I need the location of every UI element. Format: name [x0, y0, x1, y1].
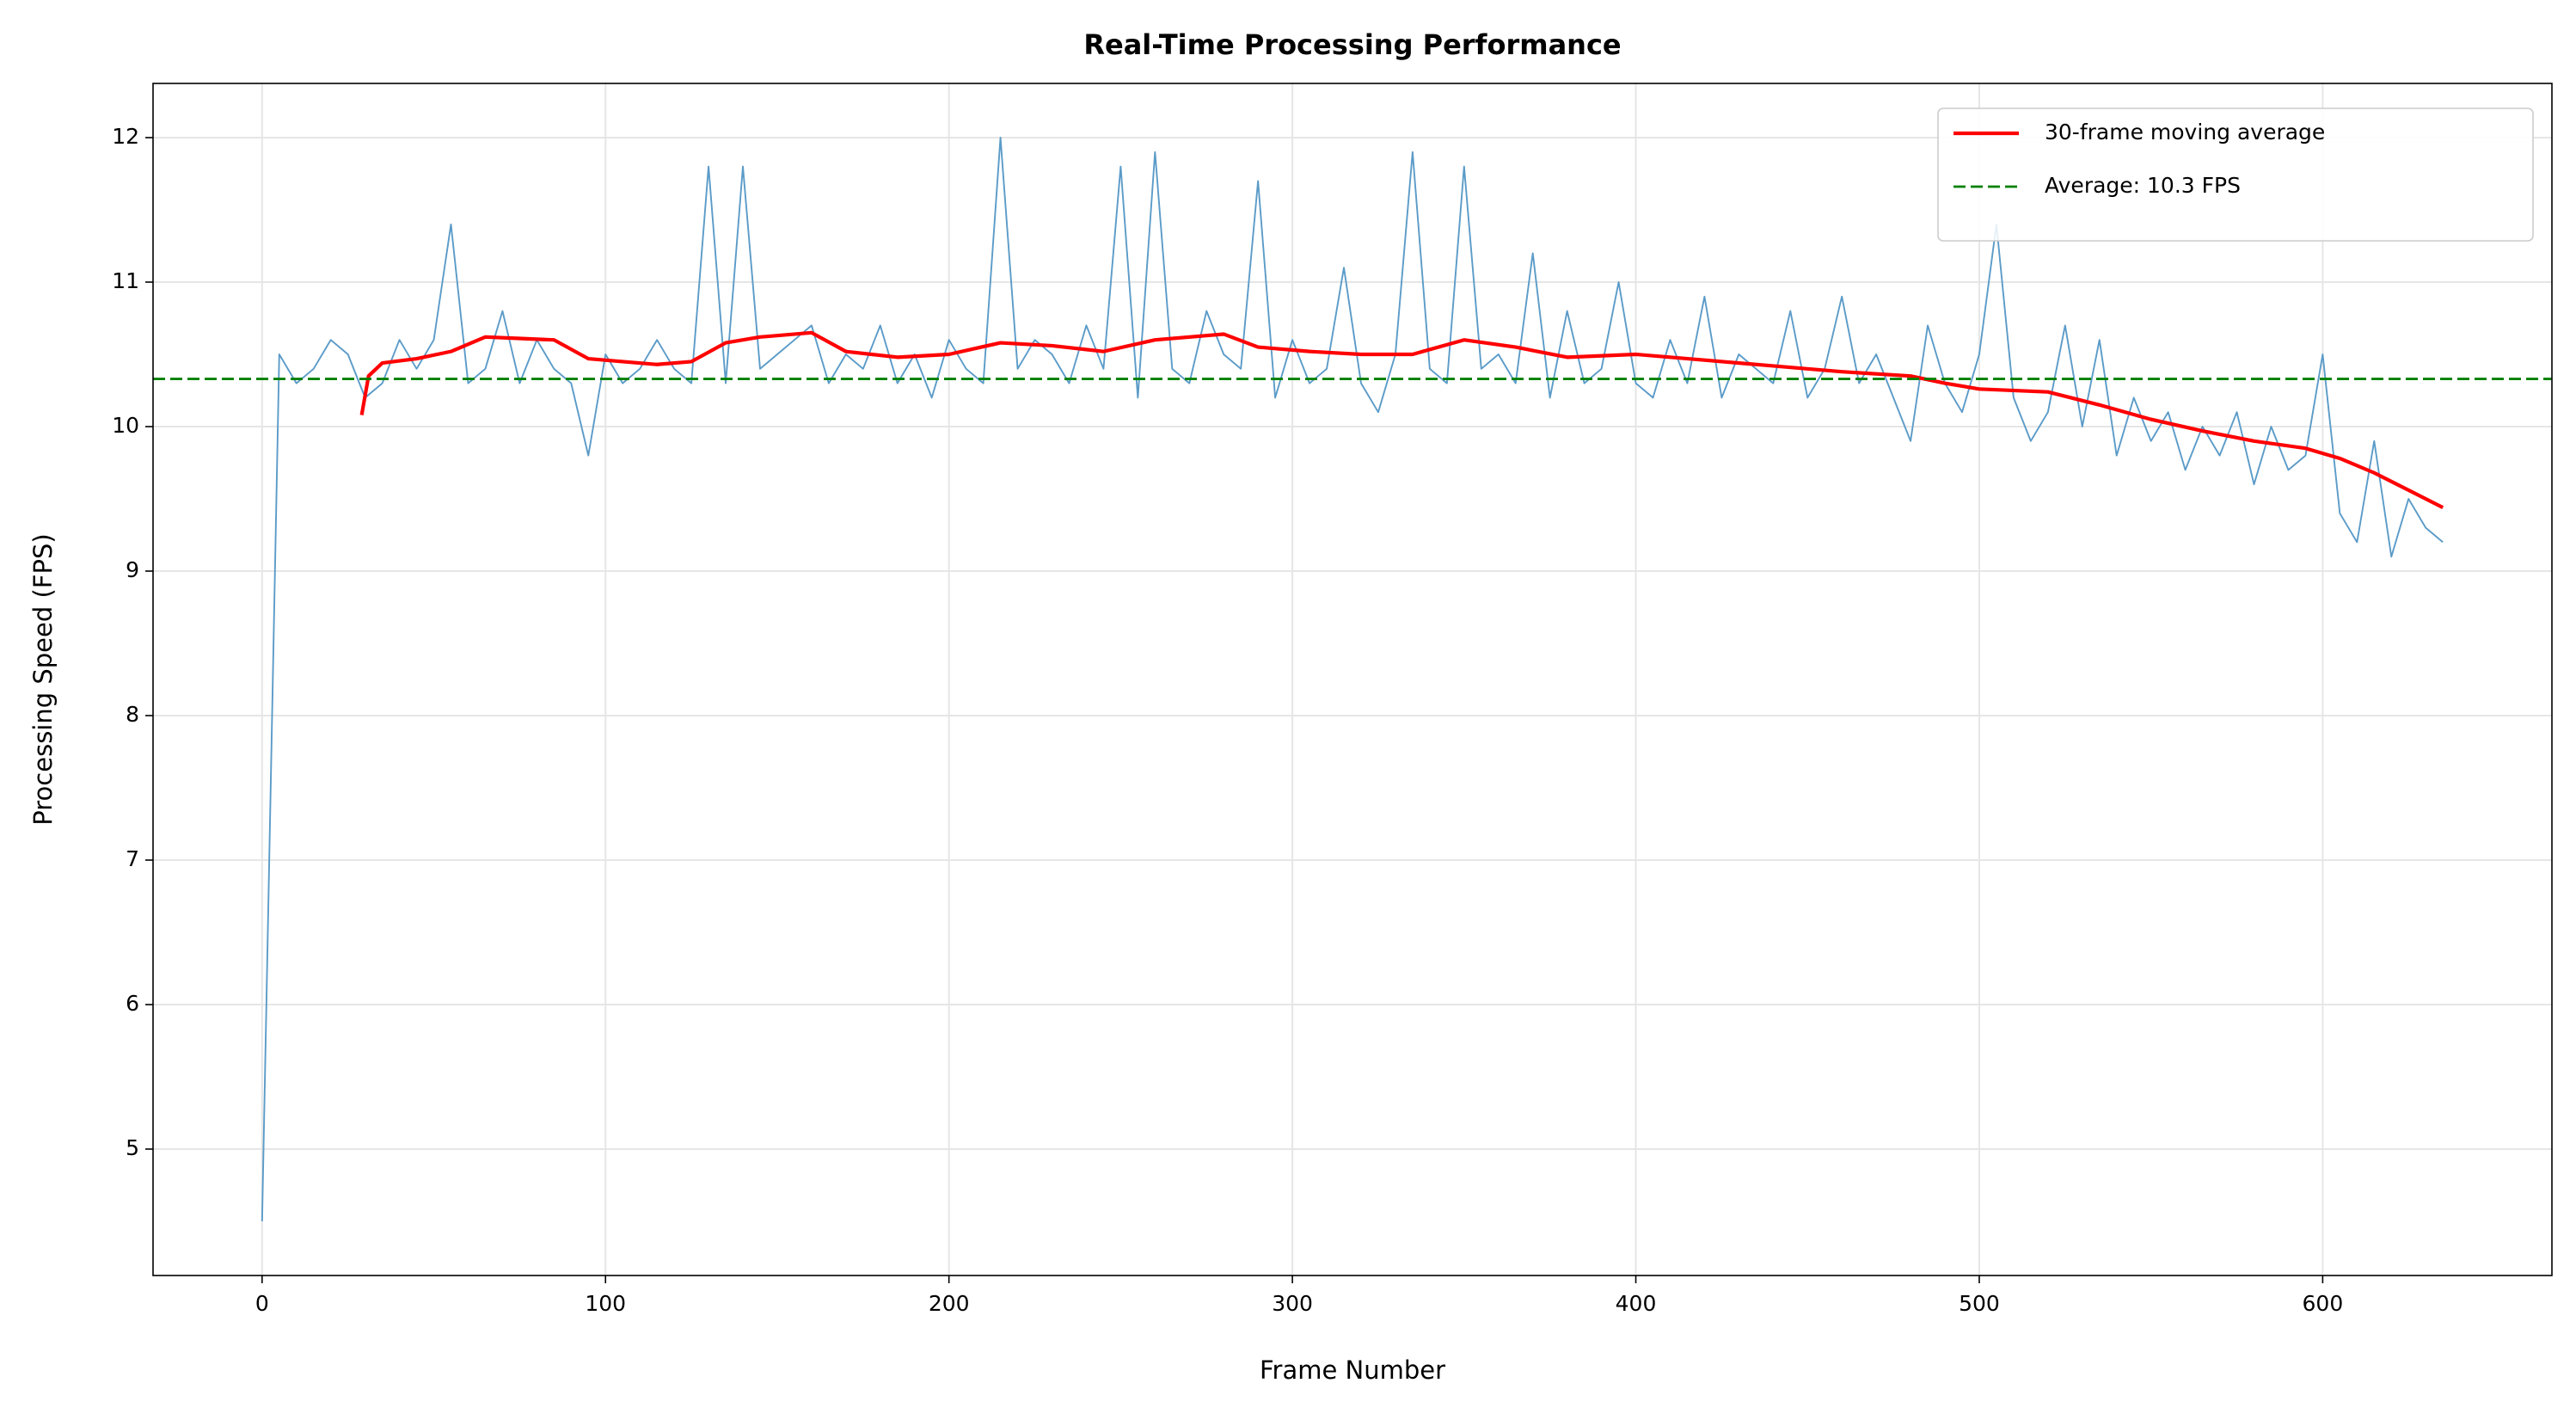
y-axis-label: Processing Speed (FPS) — [28, 533, 58, 825]
x-tick-label: 600 — [2303, 1291, 2344, 1316]
y-tick-label: 5 — [126, 1135, 139, 1160]
x-axis-label: Frame Number — [1260, 1355, 1445, 1385]
legend-box — [1937, 108, 2534, 242]
y-tick-label: 6 — [126, 991, 139, 1016]
plot-frame — [152, 83, 2553, 1276]
y-tick-label: 9 — [126, 557, 139, 582]
data-line — [359, 330, 2444, 509]
y-tick-label: 7 — [126, 846, 139, 871]
y-tick-label: 10 — [112, 413, 139, 438]
x-tick-label: 500 — [1959, 1291, 2000, 1316]
chart-title: Real-Time Processing Performance — [1083, 28, 1621, 61]
data-line — [261, 137, 2444, 1222]
x-tick-label: 300 — [1272, 1291, 1313, 1316]
y-tick-label: 12 — [112, 124, 139, 149]
y-tick-label: 11 — [112, 268, 139, 293]
legend-label: 30-frame moving average — [2045, 120, 2325, 144]
y-tick-label: 8 — [126, 702, 139, 727]
x-tick-label: 400 — [1616, 1291, 1657, 1316]
x-tick-label: 200 — [929, 1291, 970, 1316]
x-tick-label: 100 — [585, 1291, 626, 1316]
x-tick-label: 0 — [255, 1291, 269, 1316]
legend-label: Average: 10.3 FPS — [2045, 173, 2241, 198]
